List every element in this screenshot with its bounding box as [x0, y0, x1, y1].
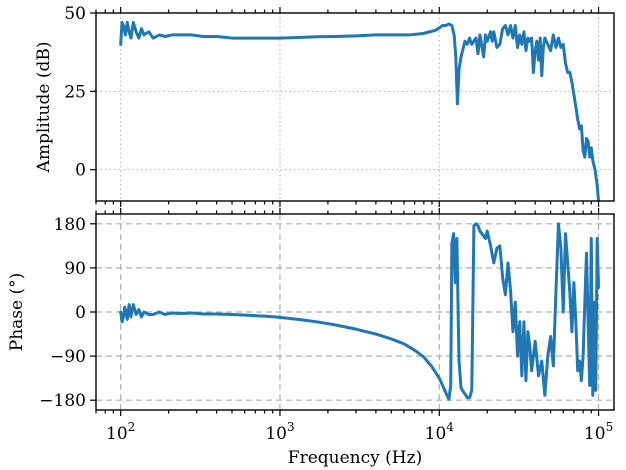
amplitude-panel-series-line — [119, 20, 601, 201]
y-tick-label: 0 — [75, 161, 86, 181]
y-tick-label: 90 — [64, 259, 86, 279]
phase-panel-series-line — [119, 222, 601, 401]
x-tick-label: 103 — [265, 420, 294, 444]
x-tick-label: 102 — [106, 420, 135, 444]
amplitude-panel: 0 25 50 Amplitude (dB) — [34, 4, 615, 207]
y-tick-label: −90 — [50, 347, 86, 367]
y-tick-label: 50 — [64, 4, 86, 24]
plot-frame — [95, 12, 615, 202]
x-tick-label: 104 — [425, 420, 455, 444]
y-tick-label: −180 — [39, 391, 86, 411]
x-tick-label: 105 — [584, 420, 613, 444]
y-tick-label: 25 — [64, 82, 86, 102]
y-tick-label: 0 — [75, 303, 86, 323]
y-axis-label: Amplitude (dB) — [34, 42, 54, 174]
x-axis-label: Frequency (Hz) — [288, 448, 422, 468]
y-axis-label: Phase (°) — [7, 273, 27, 351]
phase-panel: −180 −90 0 90 180 Phase (°) 102 103 104 105 Freque… — [7, 208, 615, 468]
y-tick-label: 180 — [54, 215, 86, 235]
